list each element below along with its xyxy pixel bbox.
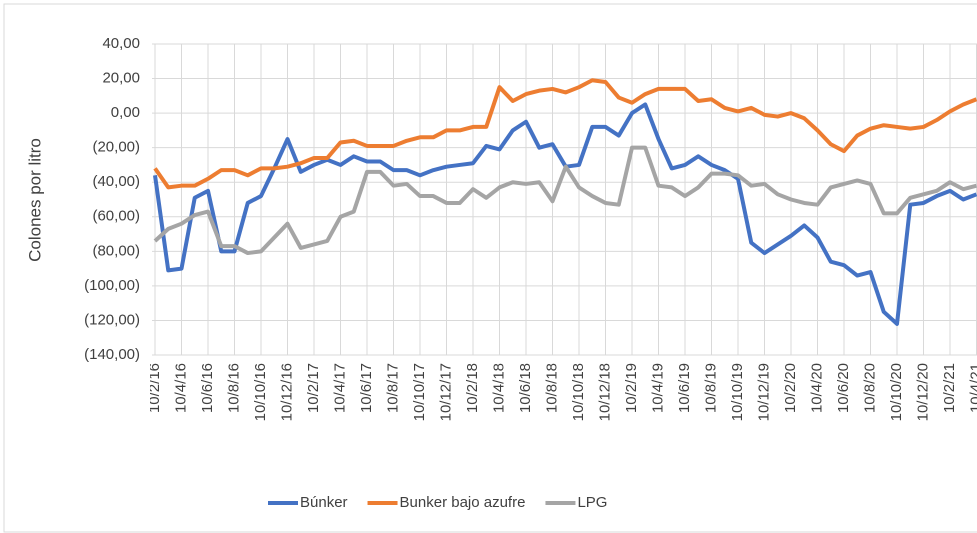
x-tick-label: 10/6/16: [199, 363, 216, 413]
x-tick-label: 10/10/17: [411, 363, 428, 421]
plot-area: 10/2/16 10/4/16 10/6/16 10/8/16 10/10/16 10/1…: [146, 43, 977, 421]
x-tick-label: 10/6/18: [517, 363, 534, 413]
y-tick-label: (140,00): [84, 346, 140, 363]
x-tick-label: 10/10/19: [729, 363, 746, 421]
legend-label: LPG: [577, 494, 607, 511]
x-tick-label: 10/6/19: [676, 363, 693, 413]
chart-frame: [3, 3, 977, 533]
x-tick-label: 10/12/19: [755, 363, 772, 421]
x-tick-label: 10/2/20: [782, 363, 799, 413]
x-tick-label: 10/8/16: [225, 363, 242, 413]
y-tick-label: (60,00): [92, 208, 140, 225]
x-tick-label: 10/4/21: [967, 363, 977, 413]
x-tick-label: 10/8/18: [543, 363, 560, 413]
y-tick-label: 40,00: [102, 35, 140, 52]
y-tick-label: 20,00: [102, 70, 140, 87]
y-tick-label: (20,00): [92, 139, 140, 156]
x-tick-label: 10/10/16: [252, 363, 269, 421]
y-tick-label: (100,00): [84, 277, 140, 294]
x-tick-label: 10/2/19: [623, 363, 640, 413]
x-tick-label: 10/4/17: [331, 363, 348, 413]
x-tick-label: 10/2/18: [464, 363, 481, 413]
x-tick-label: 10/4/19: [649, 363, 666, 413]
x-tick-label: 10/2/17: [305, 363, 322, 413]
y-tick-label: 0,00: [111, 104, 140, 121]
legend-label: Bunker bajo azufre: [400, 494, 526, 511]
x-tick-label: 10/10/20: [888, 363, 905, 421]
y-axis-title: Colones por litro: [25, 138, 44, 262]
x-tick-label: 10/6/17: [358, 363, 375, 413]
x-tick-label: 10/2/21: [941, 363, 958, 413]
y-tick-label: (80,00): [92, 242, 140, 259]
x-tick-label: 10/12/16: [278, 363, 295, 421]
series-line: [153, 78, 977, 190]
x-tick-label: 10/6/20: [835, 363, 852, 413]
x-tick-label: 10/12/20: [914, 363, 931, 421]
x-tick-label: 10/8/20: [861, 363, 878, 413]
x-tick-label: 10/8/19: [702, 363, 719, 413]
x-tick-label: 10/4/20: [808, 363, 825, 413]
x-tick-label: 10/8/17: [384, 363, 401, 413]
legend-label: Búnker: [300, 494, 348, 511]
x-tick-label: 10/12/17: [437, 363, 454, 421]
x-tick-label: 10/2/16: [146, 363, 163, 413]
x-tick-label: 10/12/18: [596, 363, 613, 421]
series-line: [153, 145, 977, 256]
x-tick-label: 10/4/18: [490, 363, 507, 413]
y-tick-label: (120,00): [84, 311, 140, 328]
y-tick-label: (40,00): [92, 173, 140, 190]
x-tick-label: 10/4/16: [172, 363, 189, 413]
x-tick-label: 10/10/18: [570, 363, 587, 421]
